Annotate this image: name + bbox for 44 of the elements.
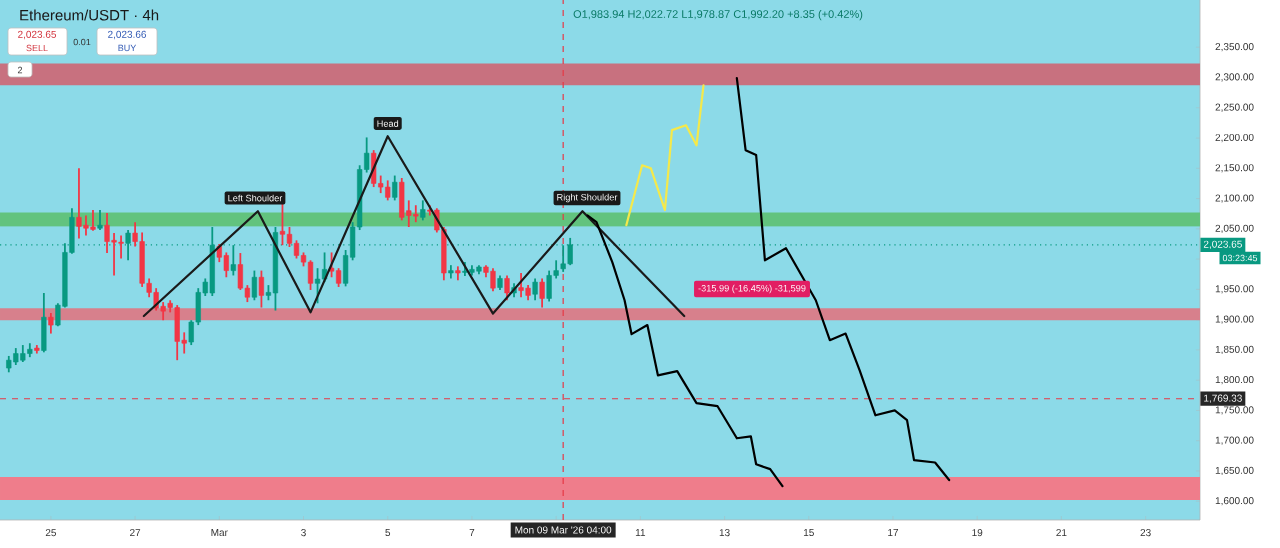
ref-line-label: 2,023.65 — [1203, 240, 1242, 249]
x-tick-label: 11 — [635, 529, 646, 536]
annotation: Head — [377, 120, 399, 127]
ref-line-label: 1,769.33 — [1204, 394, 1242, 403]
y-tick-label: 1,900.00 — [1215, 315, 1254, 324]
x-tick-label: 19 — [972, 529, 983, 537]
text: 03:23:45 — [1222, 254, 1258, 262]
x-tick-label: 23 — [1140, 529, 1151, 537]
y-tick-label: 2,350.00 — [1215, 43, 1254, 52]
ref-line-label: Mon 09 Mar '26 04:00 — [515, 526, 612, 534]
y-tick-label: 2,050.00 — [1215, 224, 1254, 233]
x-tick-label: 7 — [469, 529, 475, 536]
x-tick-label: 21 — [1056, 529, 1067, 537]
y-tick-label: 1,800.00 — [1215, 376, 1254, 385]
annotation: Right Shoulder — [557, 193, 618, 203]
y-tick-label: 1,700.00 — [1215, 436, 1254, 445]
annotation: 2,023.66 — [108, 30, 147, 40]
annotation: 2,023.65 — [18, 30, 57, 40]
x-tick-label: 25 — [45, 529, 57, 537]
x-tick-label: 13 — [719, 529, 730, 537]
y-tick-label: 1,650.00 — [1215, 466, 1254, 476]
x-tick-label: 5 — [385, 529, 391, 537]
text: Ethereum/USDT · 4h — [20, 9, 159, 21]
y-tick-label: 1,950.00 — [1215, 285, 1254, 294]
y-tick-label: 1,850.00 — [1215, 345, 1254, 355]
y-tick-label: 2,200.00 — [1215, 133, 1254, 143]
x-tick-label: Mar — [211, 529, 228, 537]
annotation: SELL — [26, 44, 48, 52]
x-tick-label: 17 — [888, 529, 899, 536]
y-tick-label: 2,250.00 — [1215, 103, 1254, 112]
x-tick-label: 27 — [130, 529, 141, 537]
annotation: 2 — [17, 66, 23, 74]
annotation: 0.01 — [73, 38, 91, 46]
x-tick-label: 3 — [301, 529, 306, 537]
y-tick-label: 2,100.00 — [1215, 194, 1254, 203]
annotation: Left Shoulder — [228, 194, 283, 202]
text: O1,983.94 H2,022.72 L1,978.87 C1,992.20 +8.35 (+0.42%) — [573, 9, 863, 21]
y-tick-label: 1,750.00 — [1215, 406, 1254, 415]
y-tick-label: 2,300.00 — [1215, 73, 1254, 82]
annotation: -315.99 (-16.45%) -31,599 — [698, 284, 806, 294]
y-tick-label: 2,150.00 — [1215, 164, 1254, 173]
annotation: BUY — [118, 44, 137, 52]
x-tick-label: 15 — [803, 529, 814, 537]
y-tick-label: 1,600.00 — [1215, 497, 1254, 506]
